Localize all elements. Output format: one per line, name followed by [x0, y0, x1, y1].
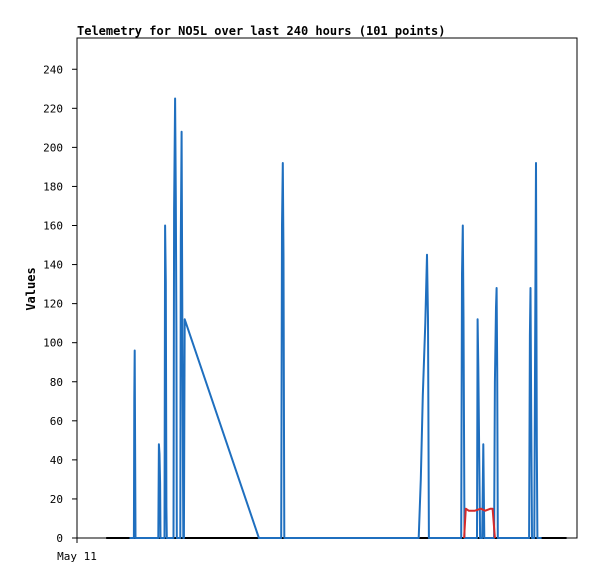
y-tick-label: 20: [50, 493, 63, 506]
y-tick-label: 220: [43, 102, 63, 115]
x-axis: May 11: [57, 538, 97, 563]
y-tick-label: 200: [43, 141, 63, 154]
y-axis: 0 20 40 60 80 100 120 140 160 180 200 220 240: [43, 63, 77, 545]
x-tick-label: May 11: [57, 550, 97, 563]
series-line-1: [129, 97, 542, 539]
y-tick-label: 120: [43, 298, 63, 311]
y-tick-label: 80: [50, 376, 63, 389]
y-tick-label: 140: [43, 259, 63, 272]
chart-title: Telemetry for NO5L over last 240 hours (…: [77, 24, 445, 38]
y-tick-label: 160: [43, 220, 63, 233]
y-axis-label: Values: [24, 267, 38, 310]
y-tick-label: 100: [43, 337, 63, 350]
series-line-2: [463, 507, 496, 539]
series-layer: [129, 97, 542, 539]
y-tick-label: 180: [43, 180, 63, 193]
y-tick-label: 240: [43, 63, 63, 76]
y-tick-label: 0: [56, 532, 63, 545]
y-tick-label: 60: [50, 415, 63, 428]
y-tick-label: 40: [50, 454, 63, 467]
